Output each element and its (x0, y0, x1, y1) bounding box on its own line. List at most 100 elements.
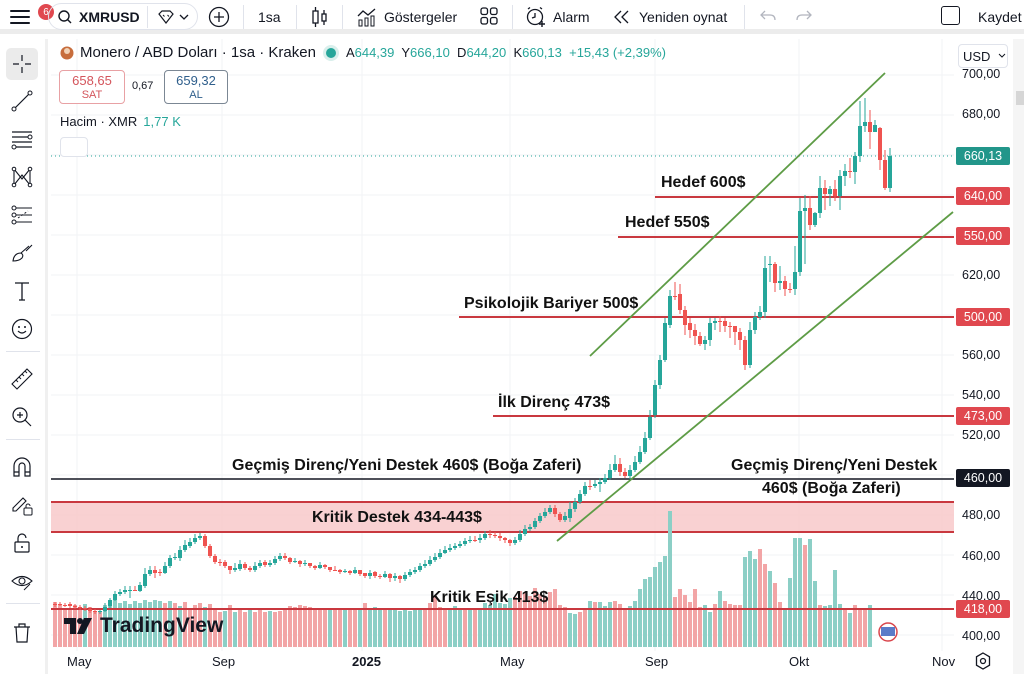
candle-body (173, 557, 177, 558)
candle-body (233, 568, 237, 570)
candle-body (763, 268, 767, 312)
candle-body (323, 565, 327, 567)
collapse-legend-button[interactable] (60, 137, 88, 157)
redo-icon[interactable] (796, 9, 812, 23)
candle-body (353, 570, 357, 573)
annotation-label[interactable]: Kritik Destek 434-443$ (312, 509, 482, 526)
annotation-label[interactable]: İlk Direnç 473$ (498, 394, 611, 411)
undo-icon[interactable] (760, 9, 776, 23)
time-label: May (500, 654, 525, 669)
candle-body (818, 188, 822, 213)
candle-body (623, 472, 627, 476)
candle-body (823, 188, 827, 194)
candle-body (593, 484, 597, 486)
gem-icon[interactable] (157, 10, 175, 24)
prediction-tool[interactable] (6, 199, 38, 231)
pattern-tool[interactable] (6, 161, 38, 193)
volume-bar (223, 611, 227, 647)
candle-body (553, 508, 557, 514)
right-scrollbar[interactable] (1013, 39, 1024, 674)
trash-icon (14, 623, 30, 643)
time-axis[interactable]: May Sep 2025 May Sep Okt Nov (51, 651, 956, 674)
volume-bar (668, 511, 672, 647)
candles-chart-type-icon[interactable] (310, 6, 330, 28)
save-button[interactable]: Kaydet (978, 9, 1022, 25)
candle-body (473, 540, 477, 541)
text-tool[interactable] (6, 275, 38, 307)
text-icon (15, 282, 29, 301)
volume-bar (693, 589, 697, 647)
lock-tool[interactable] (6, 527, 38, 559)
candle-body (613, 464, 617, 470)
symbol-title[interactable]: Monero / ABD Doları · 1sa · Kraken (80, 44, 316, 61)
candle-body (268, 563, 272, 565)
candle-body (563, 516, 567, 520)
chevron-down-icon[interactable] (179, 14, 189, 21)
price-axis[interactable]: 700,00 680,00 620,00 560,00 540,00 520,00 480,… (954, 39, 1012, 651)
lock-drawings-tool[interactable] (6, 489, 38, 521)
candle-body (438, 553, 442, 557)
ruler-tool[interactable] (6, 363, 38, 395)
brush-tool[interactable] (6, 237, 38, 269)
volume-bar (468, 609, 472, 647)
volume-bar (608, 602, 612, 647)
volume-bar (313, 608, 317, 647)
annotation-label[interactable]: Hedef 600$ (661, 174, 746, 191)
add-symbol-button[interactable] (208, 6, 230, 28)
volume-bar (863, 610, 867, 647)
crosshair-tool[interactable] (6, 48, 38, 80)
volume-bar (458, 608, 462, 647)
annotation-label[interactable]: 460$ (Boğa Zaferi) (762, 480, 901, 497)
volume-bar (813, 581, 817, 647)
symbol-search[interactable]: XMRUSD (48, 3, 198, 30)
candle-body (863, 122, 867, 126)
candle-body (83, 608, 87, 609)
volume-bar (423, 609, 427, 647)
candle-body (358, 570, 362, 574)
chart-settings-gear-icon[interactable] (974, 652, 992, 670)
trend-line-tool[interactable] (6, 85, 38, 117)
price-tag: 473,00 (956, 407, 1010, 425)
hide-drawings-tool[interactable] (6, 565, 38, 597)
buy-button[interactable]: 659,32 AL (164, 70, 228, 104)
annotation-label[interactable]: Geçmiş Direnç/Yeni Destek 460$ (Boğa Zaf… (232, 457, 582, 474)
sell-button[interactable]: 658,65 SAT (59, 70, 125, 104)
annotation-label[interactable]: Geçmiş Direnç/Yeni Destek (731, 457, 938, 474)
interval-button[interactable]: 1sa (258, 9, 281, 25)
price-label: 620,00 (962, 268, 1001, 282)
annotation-label[interactable]: Kritik Eşik 413$ (430, 589, 549, 606)
volume-bar (448, 608, 452, 647)
annotation-label[interactable]: Hedef 550$ (625, 214, 710, 231)
candle-body (403, 575, 407, 579)
volume-bar (438, 607, 442, 647)
time-label: Nov (932, 654, 956, 669)
volume-bar (798, 538, 802, 647)
emoji-tool[interactable] (6, 313, 38, 345)
replay-button[interactable]: Yeniden oynat (612, 0, 727, 34)
alarm-button[interactable]: Alarm (525, 0, 590, 34)
candle-body (433, 557, 437, 560)
candle-body (208, 546, 212, 556)
magnet-tool[interactable] (6, 451, 38, 483)
candle-body (188, 542, 192, 546)
zoom-in-tool[interactable] (6, 401, 38, 433)
candle-body (693, 330, 697, 336)
annotation-label[interactable]: Psikolojik Bariyer 500$ (464, 295, 639, 312)
candle-body (498, 536, 502, 538)
candle-body (373, 572, 377, 576)
delete-tool[interactable] (6, 617, 38, 649)
volume-bar (728, 604, 732, 647)
indicators-button[interactable]: Göstergeler (356, 0, 457, 34)
volume-bar (673, 597, 677, 647)
fib-tool[interactable] (6, 123, 38, 155)
main-menu-button[interactable]: 6 (10, 4, 54, 28)
layout-checkbox[interactable] (941, 6, 960, 25)
candle-body (328, 567, 332, 570)
volume-bar (808, 539, 812, 647)
layouts-grid-icon[interactable] (480, 7, 498, 25)
volume-bar (718, 591, 722, 647)
volume-bar (238, 610, 242, 647)
currency-dropdown[interactable]: USD (958, 44, 1008, 68)
candle-body (113, 594, 117, 600)
